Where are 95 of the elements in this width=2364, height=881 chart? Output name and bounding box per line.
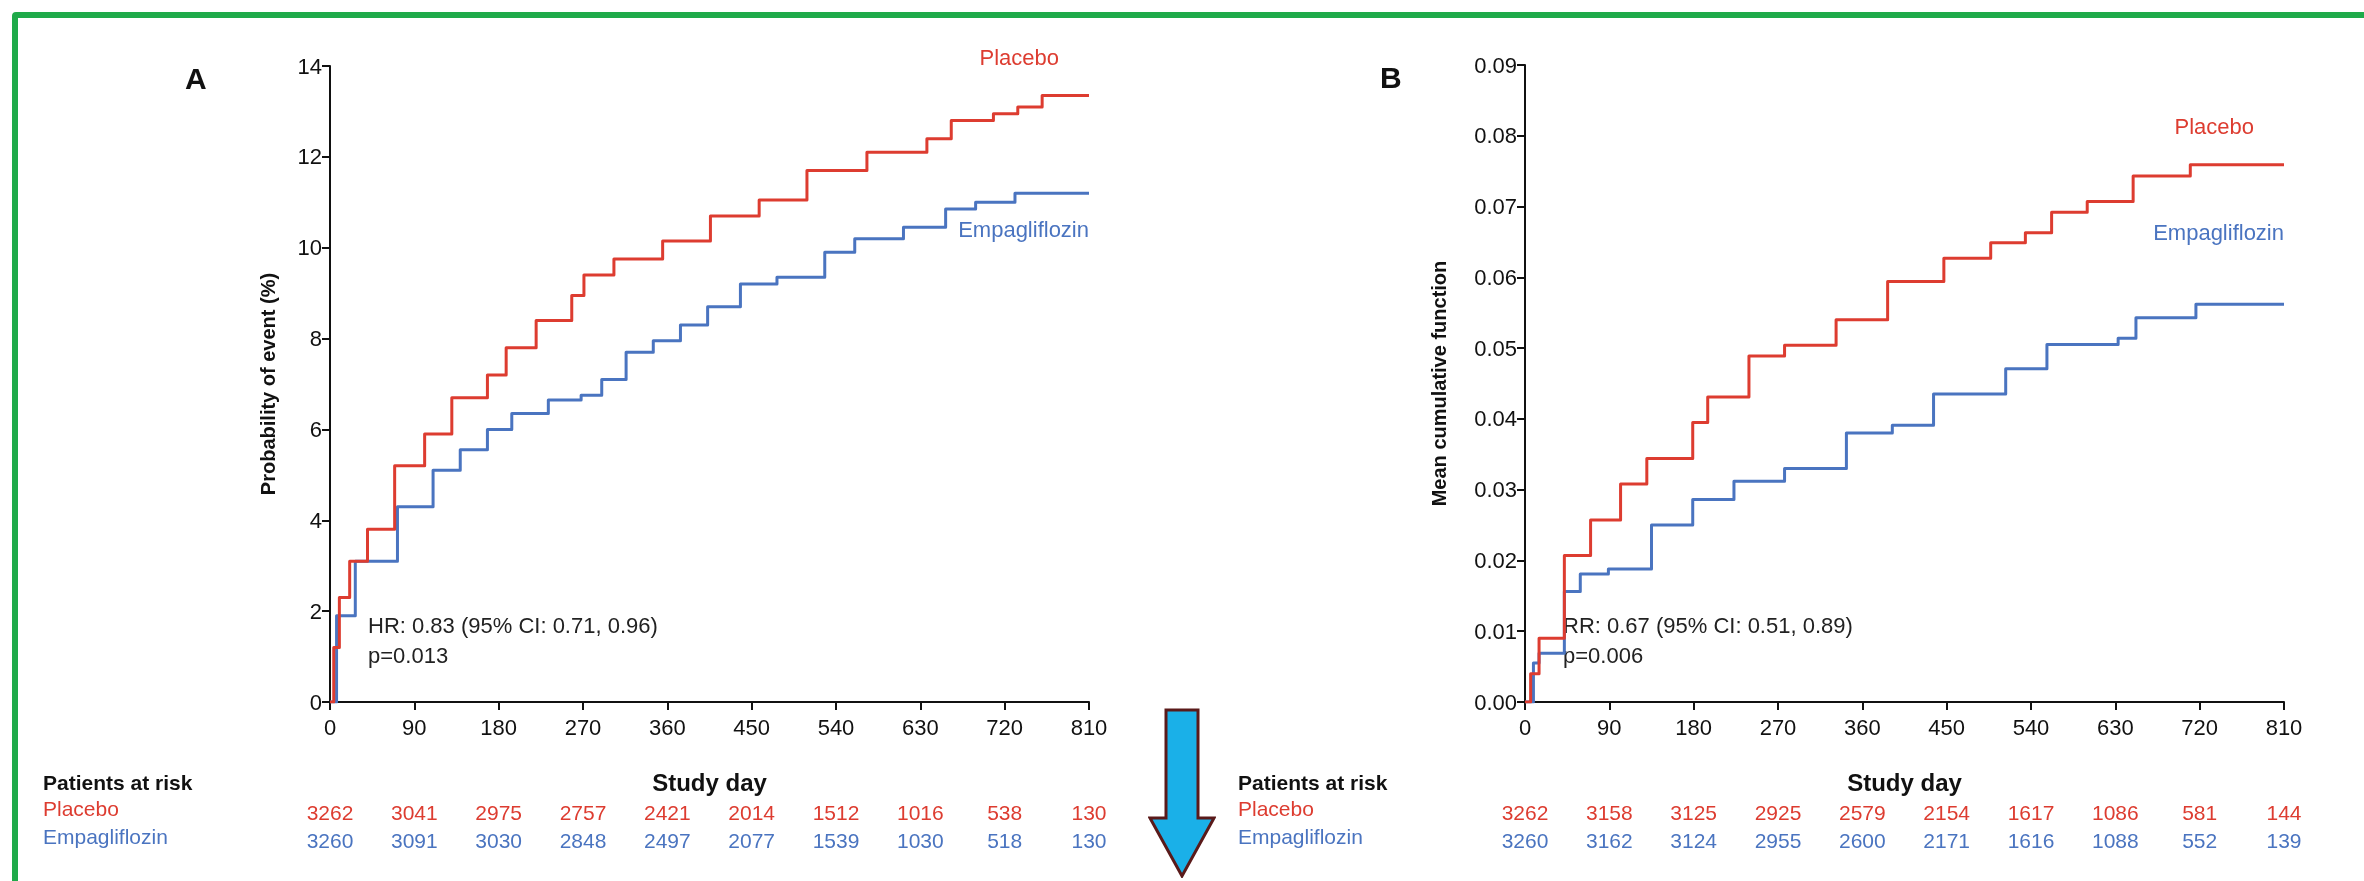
text: Patients at risk [1238,771,1388,794]
text: Empagliflozin [2153,220,2284,246]
y-tick-label: 0.02 [1474,547,1517,573]
text: 2154 [1923,800,1971,824]
y-tick-label: 14 [297,53,322,79]
x-tick-label: 540 [817,714,855,740]
text: 2848 [559,828,607,852]
text: 1030 [896,828,944,852]
text: Patients at risk [43,771,193,794]
x-tick-label: 360 [648,714,686,740]
y-tick-label: 0.04 [1474,406,1517,432]
text: 518 [987,828,1023,852]
text: Placebo [1238,797,1314,820]
y-tick-label: 0.06 [1474,264,1517,290]
x-tick-label: 270 [1759,714,1797,740]
text: 3125 [1670,800,1718,824]
annotation: p=0.006 [1563,642,1644,668]
text: 3262 [306,800,354,824]
text: 3260 [306,828,354,852]
x-tick-label: 90 [1597,714,1622,740]
x-tick-label: 810 [2265,714,2303,740]
text: 2757 [559,800,607,824]
text: 2579 [1838,800,1886,824]
y-tick-label: 0.00 [1474,689,1517,715]
y-tick-label: 10 [297,235,322,261]
y-tick-label: 0.03 [1474,477,1517,503]
text: Placebo [43,797,119,820]
text: 130 [1071,800,1107,824]
y-tick-label: 0.07 [1474,194,1517,220]
annotation: p=0.013 [368,642,449,668]
x-axis-title: Study day [652,768,768,796]
x-tick-label: 720 [986,714,1024,740]
y-tick-label: 0 [309,689,322,715]
text: 538 [987,800,1023,824]
x-tick-label: 720 [2181,714,2219,740]
text: 130 [1071,828,1107,852]
text: 1616 [2007,828,2055,852]
text: 3158 [1585,800,1633,824]
y-tick-label: 0.08 [1474,123,1517,149]
y-axis-title: Probability of event (%) [257,272,279,496]
y-tick-label: 8 [309,326,322,352]
text: Empagliflozin [1238,825,1363,848]
text: 3030 [475,828,523,852]
text: 3260 [1501,828,1549,852]
text: 1539 [812,828,860,852]
text: 2077 [728,828,776,852]
text: 2171 [1923,828,1971,852]
text: 2014 [728,800,776,824]
y-axis-title: Mean cumulative function [1428,260,1450,507]
text: 2955 [1754,828,1802,852]
text: 3091 [390,828,438,852]
y-tick-label: 2 [309,598,322,624]
y-tick-label: 4 [309,507,322,533]
text: 2975 [475,800,523,824]
x-tick-label: 360 [1843,714,1881,740]
series-label: Empagliflozin [958,216,1089,242]
text: Empagliflozin [43,825,168,848]
y-tick-label: 0.09 [1474,52,1517,78]
x-tick-label: 630 [2096,714,2134,740]
chart-title: A [185,61,207,95]
series-label: Placebo [2174,114,2254,140]
text: 3124 [1670,828,1718,852]
text: 1016 [896,800,944,824]
x-tick-label: 90 [402,714,427,740]
series-label: Placebo [979,45,1059,71]
text: 2497 [643,828,691,852]
text: 3162 [1585,828,1633,852]
text: 1088 [2091,828,2139,852]
annotation: HR: 0.83 (95% CI: 0.71, 0.96) [368,612,658,638]
y-tick-label: 0.05 [1474,335,1517,361]
x-tick-label: 540 [2012,714,2050,740]
text: 1086 [2091,800,2139,824]
text: 2421 [643,800,691,824]
text: 3262 [1501,800,1549,824]
x-axis-title: Study day [1847,768,1963,796]
text: 1617 [2007,800,2055,824]
x-tick-label: 180 [480,714,518,740]
x-tick-label: 270 [564,714,602,740]
text: 1512 [812,800,860,824]
x-tick-label: 450 [1928,714,1966,740]
text: 3041 [390,800,438,824]
text: 2600 [1838,828,1886,852]
text: 2925 [1754,800,1802,824]
x-tick-label: 180 [1675,714,1713,740]
text: 552 [2182,828,2218,852]
x-tick-label: 810 [1070,714,1108,740]
text: 144 [2266,800,2302,824]
x-tick-label: 450 [733,714,771,740]
y-tick-label: 6 [309,416,322,442]
text: 139 [2266,828,2302,852]
x-tick-label: 630 [901,714,939,740]
chart-title: B [1380,60,1402,94]
y-tick-label: 12 [297,144,322,170]
y-tick-label: 0.01 [1474,618,1517,644]
text: 581 [2182,800,2218,824]
